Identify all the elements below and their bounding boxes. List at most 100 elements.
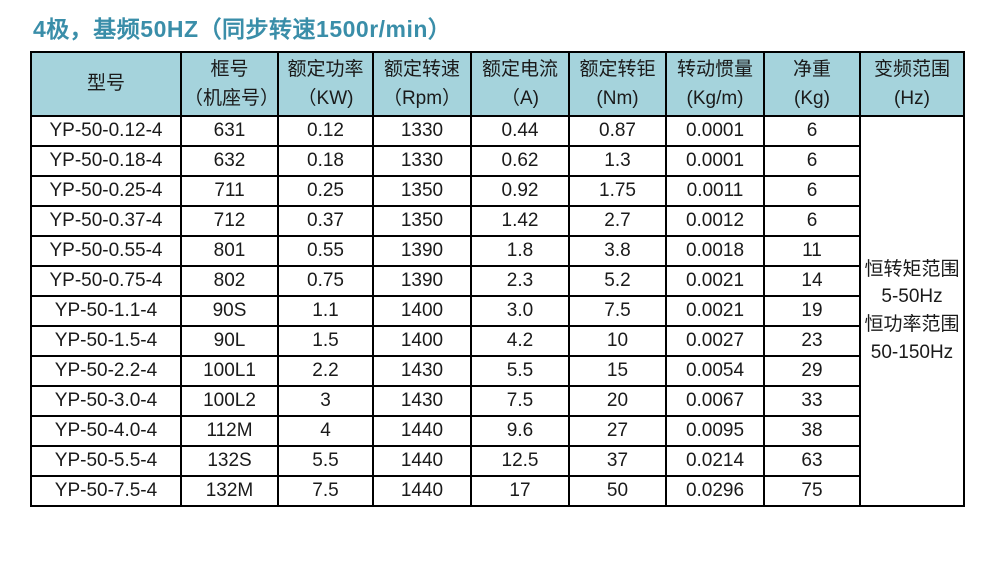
speed-cell: 1400 [372, 295, 472, 327]
freq-range-line: 恒功率范围 [864, 314, 960, 335]
power-cell: 7.5 [277, 475, 374, 507]
inertia-cell: 0.0018 [665, 235, 765, 267]
current-cell: 5.5 [470, 355, 570, 387]
power-cell: 0.37 [277, 205, 374, 237]
frame-cell: 711 [180, 175, 279, 207]
inertia-cell: 0.0054 [665, 355, 765, 387]
header-line1: 净重 [792, 58, 831, 80]
weight-cell: 14 [763, 265, 861, 297]
inertia-cell: 0.0067 [665, 385, 765, 417]
current-cell: 4.2 [470, 325, 570, 357]
power-cell: 0.25 [277, 175, 374, 207]
header-line1: 额定转速 [383, 58, 460, 80]
speed-cell: 1390 [372, 265, 472, 297]
current-cell: 0.44 [470, 115, 570, 147]
current-cell: 9.6 [470, 415, 570, 447]
frame-cell: 632 [180, 145, 279, 177]
torque-cell: 50 [568, 475, 667, 507]
speed-cell: 1390 [372, 235, 472, 267]
table-row: YP-50-1.1-4 90S 1.1 1400 3.0 7.5 0.0021 … [30, 295, 964, 327]
col-header-torque: 额定转钜 (Nm) [568, 51, 667, 117]
weight-cell: 6 [763, 115, 861, 147]
motor-spec-table: 型号 框号 （机座号） 额定功率 （KW) 额定转速 （Rpm） 额定电流 （A) 额定… [30, 51, 965, 507]
table-row: YP-50-3.0-4 100L2 3 1430 7.5 20 0.0067 3… [30, 385, 964, 417]
inertia-cell: 0.0214 [665, 445, 765, 477]
frame-cell: 801 [180, 235, 279, 267]
power-cell: 0.55 [277, 235, 374, 267]
col-header-freq-range: 变频范围 (Hz) [859, 51, 965, 117]
model-cell: YP-50-2.2-4 [30, 355, 182, 387]
model-cell: YP-50-0.55-4 [30, 235, 182, 267]
power-cell: 0.75 [277, 265, 374, 297]
freq-range-line: 5-50Hz [881, 286, 943, 308]
speed-cell: 1430 [372, 385, 472, 417]
header-line2: (Kg/m) [686, 88, 744, 109]
col-header-inertia: 转动惯量 (Kg/m) [665, 51, 765, 117]
header-line1: 额定功率 [287, 58, 364, 80]
current-cell: 17 [470, 475, 570, 507]
current-cell: 3.0 [470, 295, 570, 327]
header-line2: （A) [500, 88, 539, 109]
col-header-frame: 框号 （机座号） [180, 51, 279, 117]
speed-cell: 1350 [372, 205, 472, 237]
inertia-cell: 0.0027 [665, 325, 765, 357]
power-cell: 1.1 [277, 295, 374, 327]
table-row: YP-50-7.5-4 132M 7.5 1440 17 50 0.0296 7… [30, 475, 964, 507]
col-header-model: 型号 [30, 51, 182, 117]
power-cell: 2.2 [277, 355, 374, 387]
table-row: YP-50-0.37-4 712 0.37 1350 1.42 2.7 0.00… [30, 205, 964, 237]
col-header-speed: 额定转速 （Rpm） [372, 51, 472, 117]
model-cell: YP-50-7.5-4 [30, 475, 182, 507]
power-cell: 3 [277, 385, 374, 417]
current-cell: 1.42 [470, 205, 570, 237]
frame-cell: 631 [180, 115, 279, 147]
inertia-cell: 0.0296 [665, 475, 765, 507]
speed-cell: 1350 [372, 175, 472, 207]
frame-cell: 132M [180, 475, 279, 507]
torque-cell: 1.3 [568, 145, 667, 177]
current-cell: 7.5 [470, 385, 570, 417]
header-line2: （机座号） [184, 88, 278, 109]
torque-cell: 5.2 [568, 265, 667, 297]
header-line2: (Kg) [794, 88, 830, 109]
header-line1: 变频范围 [873, 58, 950, 80]
weight-cell: 6 [763, 205, 861, 237]
frame-cell: 90L [180, 325, 279, 357]
current-cell: 2.3 [470, 265, 570, 297]
model-cell: YP-50-0.37-4 [30, 205, 182, 237]
header-line1: 额定转钜 [579, 58, 656, 80]
speed-cell: 1440 [372, 415, 472, 447]
col-header-power: 额定功率 （KW) [277, 51, 374, 117]
torque-cell: 20 [568, 385, 667, 417]
header-line2: (Hz) [894, 88, 930, 109]
speed-cell: 1440 [372, 475, 472, 507]
weight-cell: 29 [763, 355, 861, 387]
table-row: YP-50-0.12-4 631 0.12 1330 0.44 0.87 0.0… [30, 115, 965, 507]
inertia-cell: 0.0095 [665, 415, 765, 447]
weight-cell: 38 [763, 415, 861, 447]
frame-cell: 100L2 [180, 385, 279, 417]
model-cell: YP-50-1.5-4 [30, 325, 182, 357]
table-row: YP-50-5.5-4 132S 5.5 1440 12.5 37 0.0214… [30, 445, 964, 477]
model-cell: YP-50-4.0-4 [30, 415, 182, 447]
table-row: YP-50-0.25-4 711 0.25 1350 0.92 1.75 0.0… [30, 175, 964, 207]
header-line2: （Rpm） [382, 88, 462, 109]
power-cell: 1.5 [277, 325, 374, 357]
torque-cell: 2.7 [568, 205, 667, 237]
frame-cell: 802 [180, 265, 279, 297]
inertia-cell: 0.0021 [665, 295, 765, 327]
torque-cell: 7.5 [568, 295, 667, 327]
torque-cell: 37 [568, 445, 667, 477]
torque-cell: 10 [568, 325, 667, 357]
speed-cell: 1430 [372, 355, 472, 387]
power-cell: 0.12 [277, 115, 374, 147]
col-header-weight: 净重 (Kg) [763, 51, 861, 117]
header-line2: （KW) [297, 88, 354, 109]
table-row: YP-50-4.0-4 112M 4 1440 9.6 27 0.0095 38 [30, 415, 964, 447]
weight-cell: 6 [763, 175, 861, 207]
header-line2: (Nm) [596, 88, 639, 109]
inertia-cell: 0.0012 [665, 205, 765, 237]
speed-cell: 1330 [372, 115, 472, 147]
current-cell: 12.5 [470, 445, 570, 477]
current-cell: 0.62 [470, 145, 570, 177]
